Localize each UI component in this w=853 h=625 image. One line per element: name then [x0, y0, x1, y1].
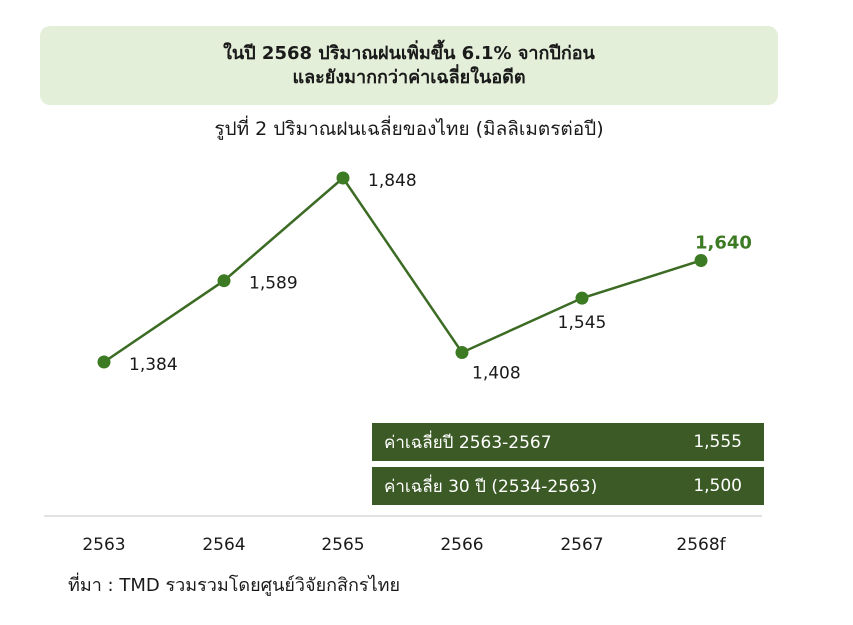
data-point-2565 [336, 171, 350, 185]
data-point-2567 [575, 291, 589, 305]
headline-line-1: ในปี 2568 ปริมาณฝนเพิ่มขึ้น 6.1% จากปีก่… [223, 42, 595, 64]
data-point-2563 [97, 355, 111, 369]
average-30yr-value: 1,500 [693, 476, 742, 496]
headline-banner: ในปี 2568 ปริมาณฝนเพิ่มขึ้น 6.1% จากปีก่… [40, 26, 778, 105]
x-tick-2568f: 2568f [676, 535, 726, 555]
data-label-2565: 1,848 [368, 171, 417, 191]
x-tick-2567: 2567 [560, 535, 603, 555]
source-note: ที่มา : TMD รวมรวมโดยศูนย์วิจัยกสิกรไทย [68, 575, 401, 596]
x-tick-2564: 2564 [202, 535, 245, 555]
data-point-2566 [455, 345, 469, 359]
average-30yr-label: ค่าเฉลี่ย 30 ปี (2534-2563) [384, 476, 598, 497]
headline-line-2: และยังมากกว่าค่าเฉลี่ยในอดีต [292, 66, 526, 88]
x-tick-2563: 2563 [82, 535, 125, 555]
data-label-2566: 1,408 [472, 363, 521, 383]
data-label-2568f: 1,640 [695, 232, 752, 253]
data-label-2563: 1,384 [129, 355, 178, 375]
data-point-2564 [217, 274, 231, 288]
average-5yr-box: ค่าเฉลี่ยปี 2563-2567 1,555 [372, 423, 764, 461]
x-axis-line [44, 515, 762, 517]
chart-title: รูปที่ 2 ปริมาณฝนเฉลี่ยของไทย (มิลลิเมตร… [214, 118, 604, 140]
data-label-2564: 1,589 [249, 274, 298, 294]
x-tick-2565: 2565 [321, 535, 364, 555]
data-label-2567: 1,545 [558, 313, 607, 333]
average-5yr-value: 1,555 [693, 432, 742, 452]
data-point-2568f [694, 253, 708, 267]
average-30yr-box: ค่าเฉลี่ย 30 ปี (2534-2563) 1,500 [372, 467, 764, 505]
x-tick-2566: 2566 [440, 535, 483, 555]
average-5yr-label: ค่าเฉลี่ยปี 2563-2567 [384, 432, 552, 453]
series-line [103, 176, 702, 364]
